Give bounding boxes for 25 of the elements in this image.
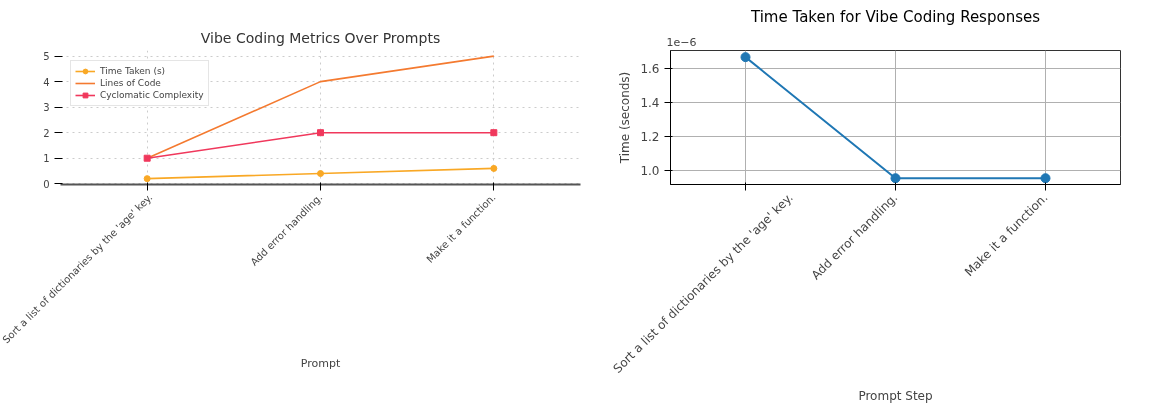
y-tick-label: 0 — [43, 178, 50, 190]
chart-title: Vibe Coding Metrics Over Prompts — [200, 29, 441, 46]
y-tick-label: 1.0 — [640, 163, 660, 178]
point — [143, 154, 151, 162]
legend-label: Time Taken (s) — [100, 65, 166, 77]
y-tick-label: 1.4 — [640, 95, 660, 110]
point — [490, 129, 498, 137]
point — [143, 175, 151, 183]
y-axis-title: Time (seconds) — [618, 71, 633, 165]
y-tick-label: 3 — [43, 102, 50, 114]
y-tick-label: 5 — [43, 51, 50, 63]
legend-label: Cyclomatic Complexity — [100, 89, 204, 101]
legend-label: Lines of Code — [100, 77, 161, 89]
y-tick-label: 1.6 — [640, 61, 660, 76]
chart-title: Time Taken for Vibe Coding Responses — [750, 7, 1041, 26]
text: 1e−6 — [666, 35, 697, 49]
y-tick-label: 1.2 — [640, 129, 660, 144]
x-axis-title: Prompt Step — [858, 388, 933, 403]
x-axis-title: Prompt — [300, 357, 341, 371]
y-tick-label: 1 — [43, 153, 50, 165]
y-tick-label: 2 — [43, 127, 50, 139]
point — [490, 164, 498, 172]
y-tick-label: 4 — [43, 76, 50, 88]
point — [317, 170, 324, 178]
point — [317, 129, 324, 137]
